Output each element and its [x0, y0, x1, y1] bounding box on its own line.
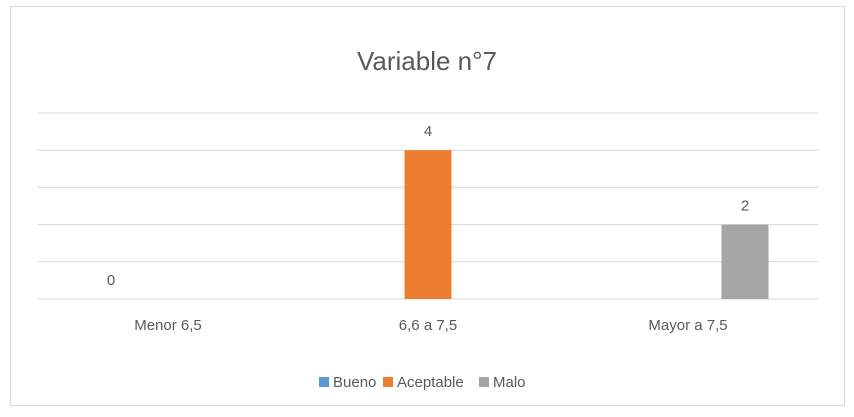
legend-label: Aceptable: [397, 374, 464, 391]
chart-title: Variable n°7: [357, 46, 497, 76]
legend-swatch: [479, 377, 489, 387]
bar: [404, 150, 452, 299]
data-label: 0: [107, 272, 115, 289]
legend-swatch: [319, 377, 329, 387]
x-tick-label: Menor 6,5: [134, 317, 202, 334]
x-tick-label: 6,6 a 7,5: [399, 317, 457, 334]
legend-label: Bueno: [333, 374, 376, 391]
x-tick-label: Mayor a 7,5: [648, 317, 727, 334]
data-label: 4: [424, 123, 432, 140]
legend-swatch: [383, 377, 393, 387]
bar: [721, 224, 769, 299]
legend-label: Malo: [493, 374, 526, 391]
data-label: 2: [741, 198, 749, 215]
